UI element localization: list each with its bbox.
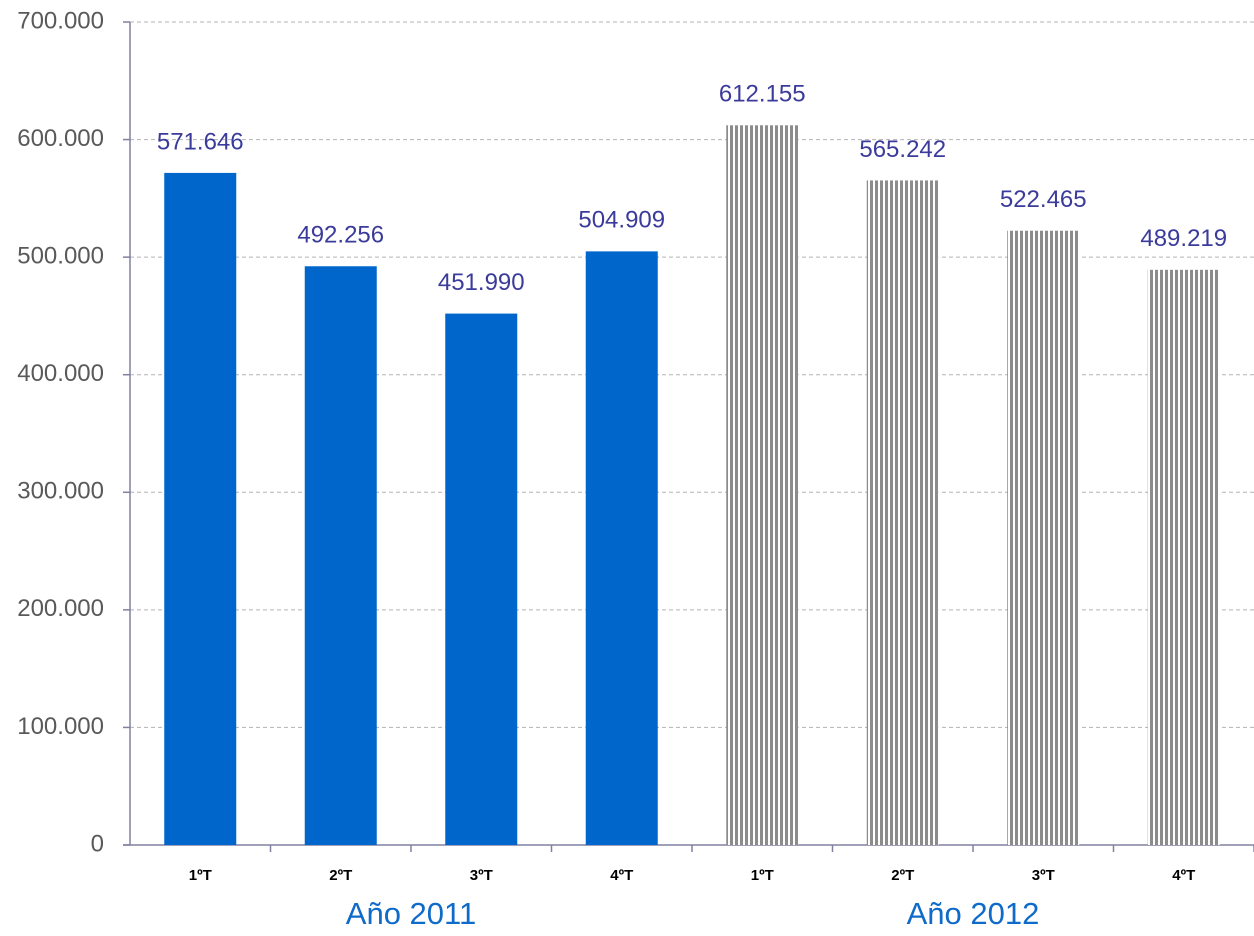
value-label: 571.646 — [157, 128, 244, 155]
value-label: 612.155 — [719, 81, 806, 108]
y-tick-label: 200.000 — [17, 595, 104, 622]
bar — [1147, 269, 1220, 845]
x-tick-label: 2ºT — [891, 867, 914, 884]
y-tick-label: 600.000 — [17, 125, 104, 152]
value-label: 492.256 — [297, 222, 384, 249]
y-tick-label: 0 — [91, 830, 104, 857]
y-tick-label: 300.000 — [17, 478, 104, 505]
bar — [445, 313, 518, 846]
bar — [164, 172, 237, 845]
bar — [866, 180, 939, 846]
value-label: 565.242 — [859, 136, 946, 163]
y-tick-label: 100.000 — [17, 713, 104, 740]
bar — [726, 125, 799, 845]
x-tick-label: 4ºT — [1172, 867, 1195, 884]
value-label: 504.909 — [578, 207, 665, 234]
y-tick-label: 500.000 — [17, 242, 104, 269]
value-label: 522.465 — [1000, 186, 1087, 213]
x-tick-label: 4ºT — [610, 867, 633, 884]
value-label: 451.990 — [438, 269, 525, 296]
x-tick-label: 1ºT — [189, 867, 212, 884]
x-tick-label: 2ºT — [329, 867, 352, 884]
x-tick-label: 1ºT — [751, 867, 774, 884]
value-label: 489.219 — [1140, 225, 1227, 252]
x-tick-label: 3ºT — [1032, 867, 1055, 884]
group-label: Año 2012 — [907, 896, 1040, 931]
y-tick-label: 700.000 — [17, 7, 104, 34]
group-label: Año 2011 — [346, 896, 476, 931]
bar — [585, 251, 658, 845]
x-tick-label: 3ºT — [470, 867, 493, 884]
bar — [304, 266, 377, 846]
bar — [1007, 230, 1080, 845]
y-tick-label: 400.000 — [17, 360, 104, 387]
